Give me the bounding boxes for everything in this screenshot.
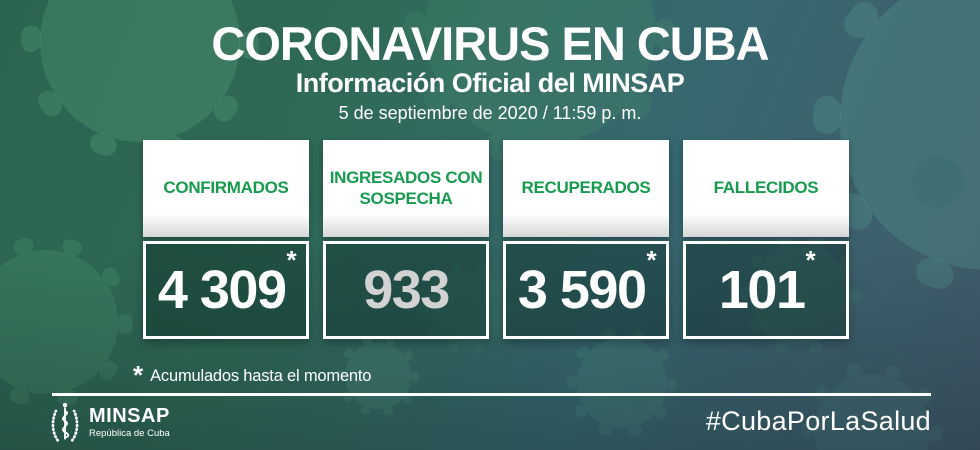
- stat-value: 3 590*: [517, 247, 657, 320]
- header: CORONAVIRUS EN CUBA Información Oficial …: [0, 20, 980, 122]
- asterisk-marker: *: [133, 360, 144, 390]
- asterisk-marker: *: [805, 245, 815, 275]
- stat-value-panel: 101*: [683, 241, 849, 339]
- footnote: * Acumulados hasta el momento: [133, 362, 371, 388]
- brand-name: MINSAP: [89, 404, 170, 427]
- stat-value-panel: 3 590*: [503, 241, 669, 339]
- minsap-logo: MINSAP República de Cuba: [48, 401, 170, 443]
- brand-subtitle: República de Cuba: [89, 427, 170, 439]
- stat-card-header: RECUPERADOS: [503, 140, 669, 237]
- stat-card-ingresados: INGRESADOS CON SOSPECHA 933: [323, 140, 489, 339]
- page-subtitle: Información Oficial del MINSAP: [295, 68, 685, 98]
- page-title: CORONAVIRUS EN CUBA: [211, 17, 769, 70]
- stat-value: 101*: [718, 247, 816, 320]
- stat-number: 101: [718, 260, 806, 320]
- stat-label: CONFIRMADOS: [163, 178, 289, 198]
- footer-divider: [52, 393, 931, 396]
- report-date: 5 de septiembre de 2020 / 11:59 p. m.: [338, 103, 642, 123]
- stat-label: INGRESADOS CON SOSPECHA: [329, 168, 483, 208]
- stat-card-header: INGRESADOS CON SOSPECHA: [323, 140, 489, 237]
- stat-value: 933: [363, 260, 450, 320]
- staff-of-asclepius-icon: [51, 402, 79, 442]
- stat-card-confirmados: CONFIRMADOS 4 309*: [143, 140, 309, 339]
- campaign-hashtag: #CubaPorLaSalud: [705, 406, 931, 436]
- stat-cards-row: CONFIRMADOS 4 309* INGRESADOS CON SOSPEC…: [143, 140, 849, 339]
- stat-card-fallecidos: FALLECIDOS 101*: [683, 140, 849, 339]
- footnote-text: Acumulados hasta el momento: [150, 367, 372, 385]
- stat-value-panel: 933: [323, 241, 489, 339]
- coronavirus-icon: [0, 235, 133, 409]
- stat-value: 4 309*: [157, 247, 297, 320]
- stat-card-recuperados: RECUPERADOS 3 590*: [503, 140, 669, 339]
- asterisk-marker: *: [286, 245, 297, 275]
- stat-number: 4 309: [157, 260, 287, 320]
- stat-card-header: FALLECIDOS: [683, 140, 849, 237]
- stat-label: FALLECIDOS: [713, 178, 819, 198]
- asterisk-marker: *: [646, 245, 657, 275]
- stat-card-header: CONFIRMADOS: [143, 140, 309, 237]
- coronavirus-icon: [567, 328, 677, 438]
- stat-value-panel: 4 309*: [143, 241, 309, 339]
- brand-text: MINSAP República de Cuba: [89, 406, 170, 439]
- stat-number: 3 590: [517, 260, 647, 320]
- stat-number: 933: [363, 260, 450, 320]
- stat-label: RECUPERADOS: [521, 178, 651, 198]
